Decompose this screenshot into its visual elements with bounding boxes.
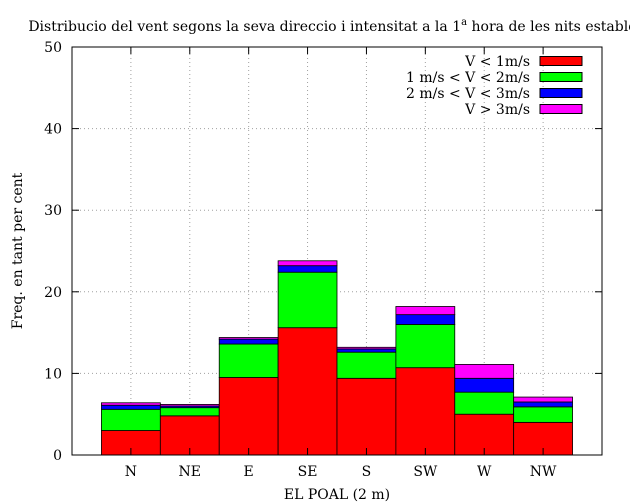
legend: V < 1m/s1 m/s < V < 2m/s2 m/s < V < 3m/s… [406, 54, 583, 118]
x-tick-label: NW [530, 464, 557, 480]
y-tick-label: 40 [44, 122, 62, 138]
bar-segment-e-series-3 [218, 338, 279, 345]
plot-frame [71, 46, 603, 456]
bar-segment-ne-series-2 [159, 407, 220, 417]
bar-segment-w-series-2 [454, 391, 515, 415]
x-tick-label: S [362, 464, 372, 480]
bar-segment-w-series-4 [454, 364, 515, 379]
bar-segment-s-series-3 [336, 348, 397, 353]
x-tick-label: SW [413, 464, 438, 480]
x-axis-label: EL POAL (2 m) [284, 487, 390, 503]
y-tick-label: 20 [44, 285, 62, 301]
chart-title: Distribucio del vent segons la seva dire… [28, 17, 630, 35]
x-tick-label: E [244, 464, 254, 480]
bar-segment-n-series-4 [101, 402, 161, 406]
bar-segment-e-series-2 [218, 343, 279, 378]
legend-swatch [539, 104, 583, 114]
y-axis-label: Freq. en tant per cent [10, 172, 26, 329]
bar-segment-e-series-4 [218, 337, 279, 340]
y-tick-label: 10 [44, 366, 62, 382]
x-tick-label: NE [179, 464, 201, 480]
bar-segment-s-series-4 [336, 346, 397, 350]
bar-segment-se-series-3 [277, 265, 338, 273]
x-tick-label: W [477, 464, 492, 480]
legend-label: V > 3m/s [464, 102, 530, 118]
bar-segment-se-series-2 [277, 271, 338, 329]
y-tick-label: 0 [53, 448, 62, 464]
bar-segment-w-series-3 [454, 377, 515, 393]
y-tick-label: 30 [44, 203, 62, 219]
bar-segment-se-series-4 [277, 260, 338, 267]
bar-segment-n-series-2 [101, 408, 161, 431]
bar-segment-se-series-1 [277, 327, 338, 456]
bar-segment-nw-series-4 [513, 396, 573, 403]
legend-swatch [539, 88, 583, 98]
bar-segment-s-series-1 [336, 377, 397, 456]
bar-segment-sw-series-4 [395, 306, 456, 316]
x-tick-label: SE [298, 464, 318, 480]
axes: 0 10 20 30 40 50 N NE E SE S SW W NW [44, 40, 602, 480]
bar-segment-sw-series-3 [395, 314, 456, 325]
bar-segment-sw-series-2 [395, 324, 456, 369]
bar-segment-sw-series-1 [395, 367, 456, 456]
bar-segment-nw-series-3 [513, 401, 573, 408]
legend-label: 2 m/s < V < 3m/s [406, 86, 530, 102]
legend-label: 1 m/s < V < 2m/s [406, 70, 530, 86]
bar-segment-n-series-3 [101, 404, 161, 410]
x-tick-label: N [125, 464, 137, 480]
bar-segment-ne-series-4 [159, 404, 220, 407]
legend-label: V < 1m/s [464, 54, 530, 70]
bar-segment-s-series-2 [336, 351, 397, 379]
y-tick-label: 50 [44, 40, 62, 56]
bar-segment-e-series-1 [218, 377, 279, 456]
bar-segment-nw-series-2 [513, 406, 573, 423]
bars [101, 260, 573, 456]
legend-swatch [539, 72, 583, 82]
legend-swatch [539, 56, 583, 66]
